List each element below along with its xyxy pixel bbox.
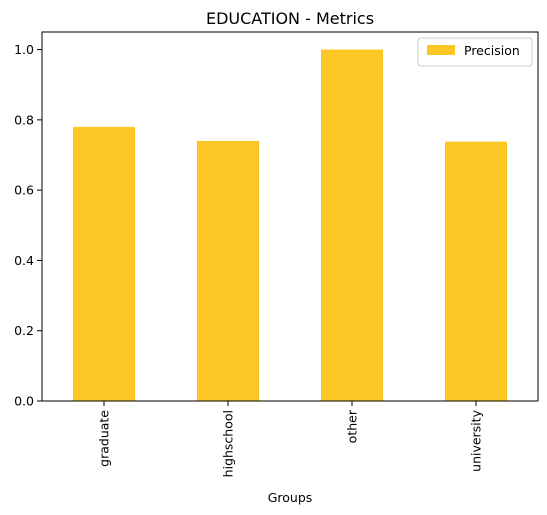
x-axis: graduate highschool other university bbox=[97, 401, 484, 477]
bar-university bbox=[445, 141, 507, 401]
y-tick-label: 0.8 bbox=[14, 112, 34, 127]
y-tick-label: 0.0 bbox=[14, 394, 34, 409]
x-tick-label-university: university bbox=[469, 409, 484, 471]
y-tick-label: 0.4 bbox=[14, 253, 34, 268]
x-tick-label-graduate: graduate bbox=[97, 410, 112, 467]
bar-graduate bbox=[73, 126, 135, 401]
chart-title: EDUCATION - Metrics bbox=[206, 9, 374, 28]
legend: Precision bbox=[417, 37, 533, 67]
plot-frame bbox=[41, 31, 539, 402]
x-axis-label: Groups bbox=[268, 490, 313, 505]
legend-swatch bbox=[427, 45, 455, 55]
bar-highschool bbox=[197, 140, 259, 401]
legend-label: Precision bbox=[464, 43, 520, 58]
y-axis: 0.0 0.2 0.4 0.6 0.8 1.0 bbox=[14, 42, 42, 409]
x-tick-label-highschool: highschool bbox=[221, 410, 236, 477]
y-tick-label: 0.6 bbox=[14, 183, 34, 198]
bars-layer bbox=[73, 49, 507, 401]
bar-other bbox=[321, 49, 383, 401]
y-tick-label: 0.2 bbox=[14, 323, 34, 338]
x-tick-label-other: other bbox=[345, 409, 360, 443]
y-tick-label: 1.0 bbox=[14, 42, 34, 57]
